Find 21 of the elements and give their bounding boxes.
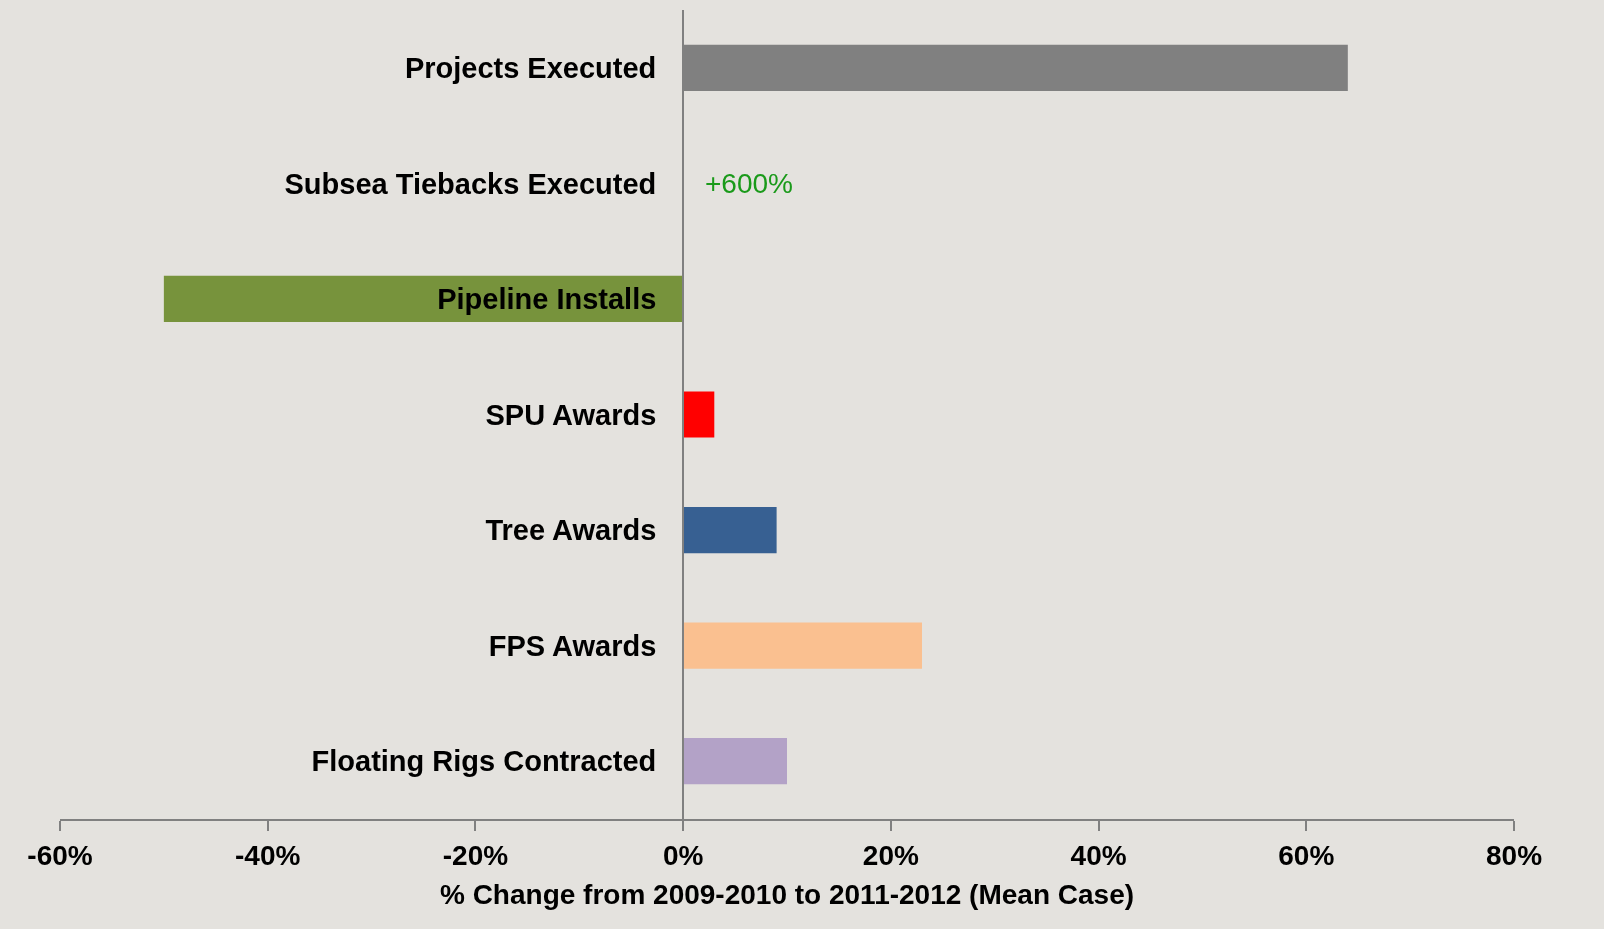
x-tick-label: 40% bbox=[1070, 839, 1127, 871]
y-tick-label: Subsea Tiebacks Executed bbox=[284, 167, 657, 200]
x-tick-label: 0% bbox=[662, 839, 704, 871]
y-tick-label: FPS Awards bbox=[488, 629, 657, 662]
y-tick-label: Tree Awards bbox=[485, 514, 657, 547]
bar bbox=[683, 622, 923, 669]
x-tick-label: -40% bbox=[235, 839, 301, 871]
bar bbox=[683, 738, 787, 785]
x-tick-label: 20% bbox=[862, 839, 919, 871]
annotation: +600% bbox=[705, 168, 793, 199]
x-tick-label: 60% bbox=[1278, 839, 1335, 871]
y-tick-label: Floating Rigs Contracted bbox=[311, 745, 657, 778]
x-tick-label: -60% bbox=[27, 839, 93, 871]
bar bbox=[683, 391, 715, 438]
y-tick-label: SPU Awards bbox=[485, 398, 657, 431]
x-axis-title: % Change from 2009-2010 to 2011-2012 (Mean Case) bbox=[439, 879, 1135, 911]
x-tick-label: 80% bbox=[1485, 839, 1543, 871]
y-tick-label: Projects Executed bbox=[404, 51, 657, 84]
y-tick-label: Pipeline Installs bbox=[437, 283, 657, 316]
x-tick-label: -20% bbox=[442, 839, 509, 871]
bar bbox=[683, 506, 777, 554]
